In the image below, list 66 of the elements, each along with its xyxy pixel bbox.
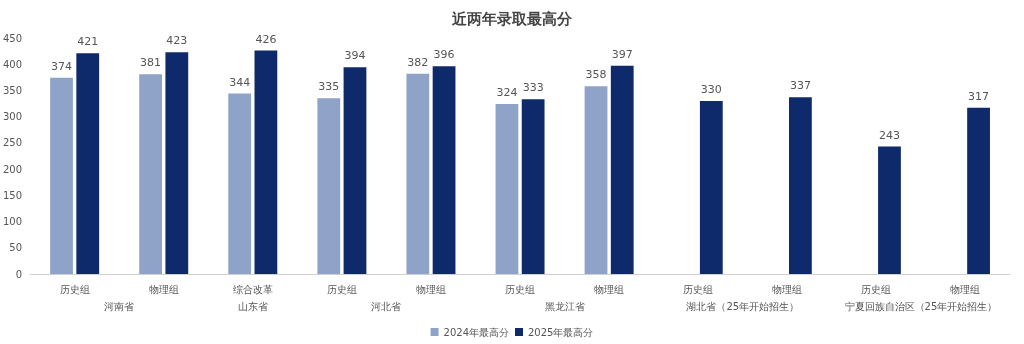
x-tick-label: 历史组 xyxy=(59,283,90,295)
data-label: 381 xyxy=(140,56,162,70)
data-label: 344 xyxy=(229,75,251,89)
text: 湖北省（25年开始招生） xyxy=(686,300,800,312)
text: 山东省 xyxy=(237,300,268,312)
bar xyxy=(343,67,367,274)
bar xyxy=(432,66,456,274)
data-label: 358 xyxy=(585,68,607,82)
bar xyxy=(878,146,901,274)
y-tick-label: 0 xyxy=(15,268,23,280)
data-label: 421 xyxy=(77,35,99,49)
data-label: 324 xyxy=(496,86,518,100)
bar xyxy=(50,77,73,274)
y-tick-label: 450 xyxy=(2,32,23,44)
bar xyxy=(610,65,634,274)
y-tick-label: 350 xyxy=(2,84,23,96)
x-tick-label: 物理组 xyxy=(594,283,625,295)
x-tick-label: 物理组 xyxy=(148,283,179,295)
data-label: 397 xyxy=(611,47,633,61)
bar xyxy=(495,104,519,274)
x-tick-label: 物理组 xyxy=(772,283,803,295)
chart-title: 近两年录取最高分 xyxy=(451,9,573,28)
x-tick-label: 历史组 xyxy=(683,283,714,295)
text: 河北省 xyxy=(371,300,402,312)
data-label: 423 xyxy=(166,34,188,48)
legend-label: 2025年最高分 xyxy=(528,326,594,338)
legend-label: 2024年最高分 xyxy=(443,326,509,338)
data-label: 374 xyxy=(51,59,73,73)
x-tick-label: 历史组 xyxy=(326,283,357,295)
bar xyxy=(406,73,430,274)
bar xyxy=(789,97,812,274)
y-tick-label: 200 xyxy=(2,163,23,175)
data-label: 394 xyxy=(344,49,366,63)
data-label: 382 xyxy=(407,55,429,69)
data-label: 330 xyxy=(700,82,722,96)
data-label: 396 xyxy=(433,48,455,62)
y-tick-label: 100 xyxy=(2,216,23,228)
bar xyxy=(228,93,252,274)
x-tick-label: 综合改革 xyxy=(232,283,273,295)
data-label: 317 xyxy=(968,89,990,103)
bar xyxy=(699,100,723,274)
bar xyxy=(76,53,100,274)
bar xyxy=(584,86,608,274)
y-tick-label: 150 xyxy=(2,189,23,201)
x-tick-label: 历史组 xyxy=(505,283,536,295)
text: 黑龙江省 xyxy=(544,300,585,312)
bar xyxy=(967,107,990,274)
x-tick-label: 历史组 xyxy=(861,283,892,295)
data-label: 426 xyxy=(255,32,277,46)
text: 宁夏回族自治区（25年开始招生） xyxy=(844,300,998,312)
text: 河南省 xyxy=(104,300,135,312)
data-label: 243 xyxy=(878,128,900,142)
bar xyxy=(317,98,341,274)
x-tick-label: 物理组 xyxy=(950,283,981,295)
x-tick-label: 物理组 xyxy=(415,283,446,295)
bar xyxy=(139,74,162,274)
bar xyxy=(165,52,189,274)
data-label: 335 xyxy=(318,80,340,94)
y-tick-label: 250 xyxy=(2,137,23,149)
bar xyxy=(521,99,545,274)
bar xyxy=(254,50,278,274)
data-label: 337 xyxy=(789,79,811,93)
data-label: 333 xyxy=(522,81,544,95)
y-tick-label: 400 xyxy=(2,58,23,70)
y-tick-label: 300 xyxy=(2,111,23,123)
y-tick-label: 50 xyxy=(9,242,23,254)
